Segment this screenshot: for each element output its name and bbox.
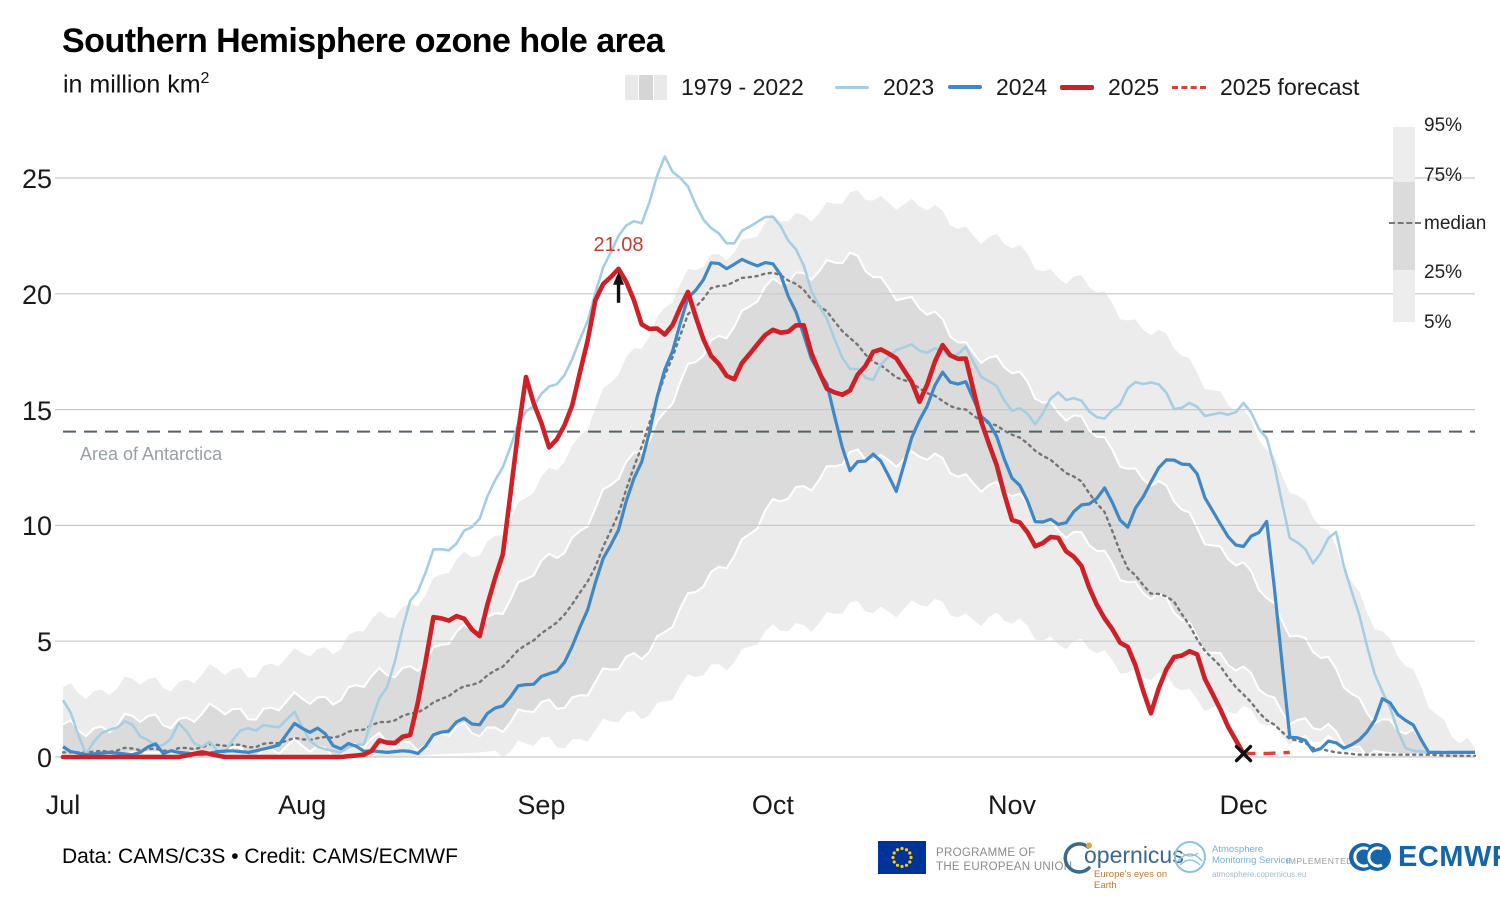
legend-label: 1979 - 2022 <box>681 73 804 100</box>
band-75-edge <box>62 251 1476 756</box>
median-line <box>61 271 1477 757</box>
peak-value-annotation: 21.08 <box>594 234 644 256</box>
legend-label: 2025 forecast <box>1220 73 1360 100</box>
y-tick-label-15: 15 <box>21 395 52 426</box>
line-swatch-icon <box>835 85 869 89</box>
percentile-label-median: median <box>1424 213 1487 234</box>
atmosphere-monitoring-service-logo: Atmosphere Monitoring Service atmosphere… <box>1172 839 1306 885</box>
line-2023 <box>61 155 1475 756</box>
end-x-marker <box>1234 744 1253 763</box>
ecmwf-logo: ECMWF <box>1348 840 1500 874</box>
percentile-label-5: 5% <box>1424 312 1452 333</box>
x-tick-label-jul: Jul <box>45 790 81 820</box>
percentile-band-icon <box>1393 127 1415 322</box>
ams-globe-icon <box>1174 841 1206 873</box>
percentile-label-95: 95% <box>1424 115 1463 136</box>
line-swatch-icon <box>948 85 982 89</box>
legend-label: 2024 <box>996 73 1048 100</box>
copernicus-tagline: Europe's eyes on Earth <box>1094 869 1168 891</box>
line-2024 <box>62 257 1475 757</box>
copernicus-c-icon <box>1063 842 1092 874</box>
eu-programme-line2: THE EUROPEAN UNION <box>936 861 1073 874</box>
y-tick-label-5: 5 <box>36 627 52 658</box>
y-tick-label-10: 10 <box>21 511 52 542</box>
percentile-legend: 95% 75% median 25% 5% <box>1388 112 1498 337</box>
x-tick-label-nov: Nov <box>988 790 1037 820</box>
y-tick-label-25: 25 <box>21 164 52 194</box>
area-of-antarctica-label: Area of Antarctica <box>80 444 223 464</box>
band-swatch-icon <box>625 74 668 100</box>
line-2025 <box>60 266 1246 760</box>
percentile-label-75: 75% <box>1424 165 1463 186</box>
y-tick-label-20: 20 <box>21 279 52 310</box>
ecmwf-wordmark: ECMWF <box>1398 840 1500 873</box>
eu-programme-text: PROGRAMME OF THE EUROPEAN UNION <box>936 846 1072 875</box>
copernicus-logo: opernicus Europe's eyes on Earth <box>1060 837 1190 891</box>
x-tick-label-dec: Dec <box>1219 790 1268 820</box>
x-tick-label-aug: Aug <box>278 790 327 820</box>
percentile-inner-band-icon <box>1393 182 1415 270</box>
band-25-edge <box>63 448 1475 759</box>
x-tick-label-sep: Sep <box>517 790 566 820</box>
peak-arrow-head-icon <box>613 271 625 285</box>
legend-item-2025: 2025 <box>1060 74 1159 100</box>
median-line-icon <box>1389 222 1421 224</box>
line-2025-forecast <box>1243 750 1290 756</box>
y-tick-label-0: 0 <box>36 743 52 773</box>
subtitle-text: in million km <box>63 70 201 99</box>
line-swatch-icon <box>1060 84 1094 90</box>
ams-url: atmosphere.copernicus.eu <box>1212 870 1307 879</box>
eu-programme-line1: PROGRAMME OF <box>936 847 1036 859</box>
subtitle-superscript: 2 <box>200 70 210 87</box>
eu-flag-icon <box>878 841 926 879</box>
legend-label: 2025 <box>1108 73 1160 100</box>
page-subtitle: in million km2 <box>63 70 209 99</box>
percentile-label-25: 25% <box>1424 262 1463 283</box>
legend-item-1979-2022: 1979 - 2022 <box>625 74 804 100</box>
implemented-by-label: IMPLEMENTED BY <box>1286 856 1369 866</box>
data-credit: Data: CAMS/C3S • Credit: CAMS/ECMWF <box>62 845 458 868</box>
legend-item-2025-forecast: 2025 forecast <box>1172 74 1359 100</box>
ams-line1: Atmosphere <box>1212 844 1264 855</box>
x-tick-label-oct: Oct <box>751 790 794 820</box>
legend-item-2024: 2024 <box>948 74 1047 100</box>
legend-label: 2023 <box>883 73 935 100</box>
legend-item-2023: 2023 <box>835 74 934 100</box>
page-title: Southern Hemisphere ozone hole area <box>62 22 665 60</box>
dashed-line-swatch-icon <box>1172 85 1206 89</box>
copernicus-wordmark: opernicus <box>1084 842 1184 868</box>
ecmwf-glyph-icon <box>1349 843 1391 871</box>
ams-line2: Monitoring Service <box>1212 855 1291 866</box>
